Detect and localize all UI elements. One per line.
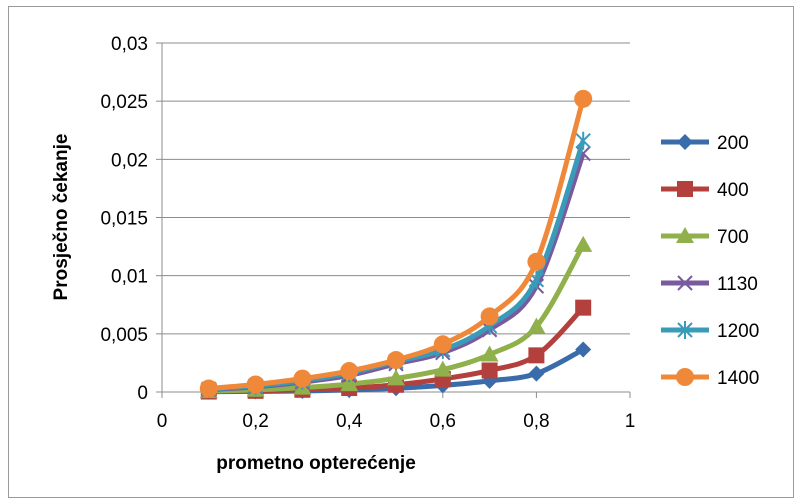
data-point-1400: [480, 307, 499, 326]
data-point-700: [527, 317, 546, 334]
y-tick-label: 0,005: [100, 325, 148, 346]
legend-marker: [677, 275, 693, 291]
legend: 200 400 700 1130 1200 1400: [661, 133, 759, 389]
series-1400: [199, 89, 593, 398]
data-point-700: [480, 345, 499, 362]
legend-marker: [677, 181, 693, 197]
data-point-400: [575, 299, 592, 316]
data-point-200: [575, 341, 592, 358]
y-tick-label: 0,01: [111, 267, 148, 288]
x-tick-label: 0,8: [523, 411, 549, 432]
x-tick-label: 0,4: [336, 411, 363, 432]
y-tick-label: 0,03: [111, 34, 148, 55]
data-point-700: [433, 360, 452, 377]
legend-label: 1200: [717, 321, 759, 342]
line-chart: 0 0,005 0,01 0,015 0,02 0,025 0,03 0 0,2 0,4 0,6 0,…: [51, 34, 759, 474]
legend-label: 1400: [717, 368, 759, 389]
legend-marker: [676, 227, 694, 243]
data-point-1400: [340, 362, 359, 381]
legend-marker: [677, 134, 693, 150]
legend-label: 400: [717, 180, 749, 201]
y-tick-label: 0,025: [100, 92, 148, 113]
legend-item-700: 700: [661, 227, 749, 248]
marker-stroke: [677, 275, 693, 291]
y-axis-title: Prosječno čekanje: [51, 134, 72, 301]
data-point-200: [528, 365, 545, 382]
x-axis-title: prometno opterećenje: [216, 453, 416, 474]
data-point-1200: [575, 131, 591, 150]
legend-marker: [676, 368, 694, 386]
series-line-1400: [208, 98, 586, 392]
data-point-1400: [574, 89, 593, 108]
legend-item-1200: 1200: [661, 321, 759, 342]
legend-label: 1130: [717, 274, 758, 295]
x-tick-label: 0,6: [430, 411, 456, 432]
series-lines: [199, 89, 593, 400]
gridlines: [162, 42, 630, 335]
data-point-1400: [246, 375, 265, 394]
data-point-1400: [293, 369, 312, 388]
legend-item-200: 200: [661, 133, 749, 154]
legend-marker: [677, 321, 693, 339]
data-point-700: [340, 375, 359, 392]
data-point-1400: [433, 335, 452, 354]
legend-item-1400: 1400: [661, 368, 759, 389]
y-tick-label: 0: [137, 383, 148, 404]
x-tick-label: 0,2: [242, 411, 268, 432]
x-tick-label: 0: [157, 411, 168, 432]
data-point-1400: [527, 252, 546, 271]
data-point-400: [481, 362, 498, 379]
y-tick-label: 0,015: [100, 209, 148, 230]
y-tick-label: 0,02: [111, 150, 148, 171]
legend-item-1130: 1130: [661, 274, 758, 295]
chart-frame: 0 0,005 0,01 0,015 0,02 0,025 0,03 0 0,2 0,4 0,6 0,…: [8, 6, 794, 498]
legend-label: 700: [717, 227, 749, 248]
data-point-1400: [387, 351, 405, 370]
legend-item-400: 400: [661, 180, 749, 201]
data-point-700: [574, 235, 593, 252]
data-point-400: [528, 347, 545, 364]
legend-label: 200: [717, 133, 749, 154]
x-tick-label: 1: [625, 411, 636, 432]
data-point-700: [387, 369, 405, 386]
data-point-1400: [199, 379, 218, 398]
